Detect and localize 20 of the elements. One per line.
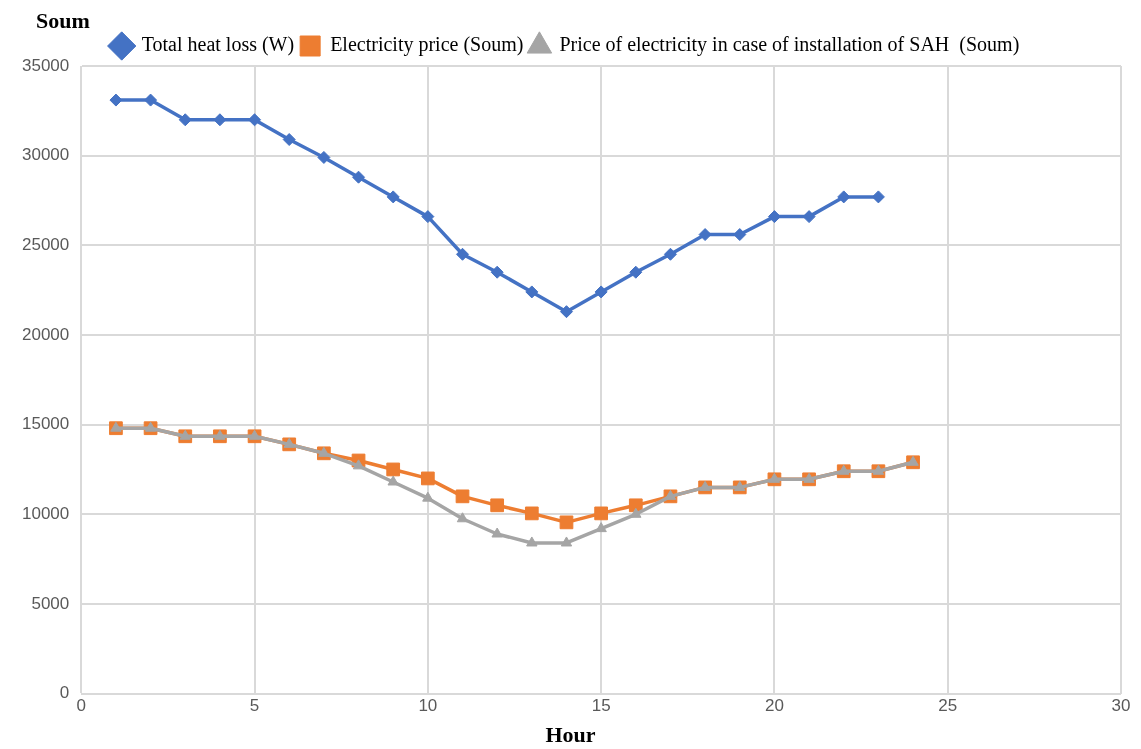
y-tick-label: 0 bbox=[59, 683, 70, 703]
x-tick-label: 15 bbox=[591, 696, 611, 716]
y-tick-label: 10000 bbox=[21, 503, 70, 523]
y-tick-label: 15000 bbox=[21, 414, 70, 434]
legend-label: Total heat loss (W) bbox=[141, 33, 295, 57]
x-tick-label: 5 bbox=[249, 696, 260, 716]
x-axis-title: Hour bbox=[544, 722, 597, 748]
x-tick-label: 30 bbox=[1111, 696, 1131, 716]
y-tick-label: 20000 bbox=[21, 324, 70, 344]
x-tick-label: 0 bbox=[76, 696, 87, 716]
y-tick-label: 25000 bbox=[21, 235, 70, 254]
y-tick-label: 35000 bbox=[21, 55, 70, 75]
legend-label: Electricity price (Soum) bbox=[330, 33, 524, 57]
x-tick-label: 10 bbox=[418, 696, 438, 716]
legend-label: Price of electricity in case of installation of SAH (Soum) bbox=[559, 33, 1020, 57]
x-tick-label: 20 bbox=[764, 696, 784, 716]
y-tick-label: 5000 bbox=[31, 593, 70, 613]
y-axis-title: Soum bbox=[36, 8, 90, 34]
x-tick-label: 25 bbox=[938, 696, 958, 716]
y-tick-label: 30000 bbox=[21, 145, 70, 165]
